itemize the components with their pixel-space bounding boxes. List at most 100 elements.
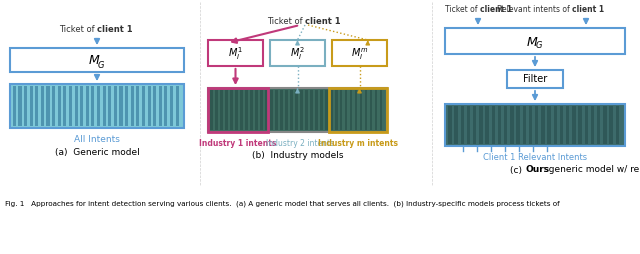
Bar <box>125 86 128 126</box>
Bar <box>374 90 378 130</box>
Bar <box>560 106 563 144</box>
Bar <box>47 86 49 126</box>
Bar <box>131 86 134 126</box>
Text: Industry m intents: Industry m intents <box>318 138 398 148</box>
Text: Ticket of: Ticket of <box>445 6 480 14</box>
Bar <box>153 86 156 126</box>
Bar <box>365 90 367 130</box>
Bar <box>566 106 570 144</box>
Text: Industry 1 intents: Industry 1 intents <box>199 138 276 148</box>
Bar <box>10 84 184 128</box>
Bar <box>315 90 317 130</box>
Bar <box>467 106 470 144</box>
Bar <box>609 106 613 144</box>
Text: Ticket of: Ticket of <box>59 25 97 35</box>
Bar <box>164 86 168 126</box>
Bar <box>230 90 233 130</box>
Text: client 1: client 1 <box>572 6 604 14</box>
Bar <box>325 90 328 130</box>
Bar <box>345 90 348 130</box>
Text: (c): (c) <box>510 166 525 174</box>
Bar <box>41 86 44 126</box>
Text: Fig. 1   Approaches for intent detection serving various clients.  (a) A generic: Fig. 1 Approaches for intent detection s… <box>5 201 559 207</box>
Bar <box>69 86 72 126</box>
Bar <box>516 106 520 144</box>
Text: client 1: client 1 <box>305 18 340 26</box>
Bar <box>591 106 595 144</box>
Bar <box>10 48 184 72</box>
Bar <box>504 106 508 144</box>
Bar <box>240 90 243 130</box>
Bar <box>597 106 600 144</box>
Bar <box>208 40 263 66</box>
Text: Client 1 Relevant Intents: Client 1 Relevant Intents <box>483 153 587 163</box>
Bar <box>454 106 458 144</box>
Bar <box>330 90 333 130</box>
Bar <box>114 86 117 126</box>
Bar <box>236 90 238 130</box>
Bar <box>498 106 501 144</box>
Text: $M$: $M$ <box>526 36 538 49</box>
Bar <box>19 86 22 126</box>
Bar <box>220 90 223 130</box>
Bar <box>80 86 83 126</box>
Bar <box>280 90 283 130</box>
Bar <box>250 90 253 130</box>
Bar <box>572 106 575 144</box>
Bar <box>604 106 607 144</box>
Text: $M$: $M$ <box>88 55 100 68</box>
Bar <box>473 106 476 144</box>
Bar <box>445 104 625 146</box>
Text: $M_I^2$: $M_I^2$ <box>290 46 305 62</box>
Bar <box>585 106 588 144</box>
Bar <box>29 86 33 126</box>
Bar <box>445 28 625 54</box>
Bar <box>290 90 292 130</box>
Text: client 1: client 1 <box>480 6 512 14</box>
Text: Ticket of: Ticket of <box>267 18 305 26</box>
Bar <box>216 90 218 130</box>
Bar <box>360 90 362 130</box>
Bar <box>208 88 268 132</box>
Bar <box>329 88 387 132</box>
Bar <box>245 90 248 130</box>
Text: All Intents: All Intents <box>74 135 120 144</box>
Bar <box>92 86 95 126</box>
Bar <box>255 90 258 130</box>
Bar <box>97 86 100 126</box>
Bar <box>369 90 372 130</box>
Bar <box>52 86 55 126</box>
Bar <box>108 86 111 126</box>
Bar <box>529 106 532 144</box>
Bar <box>355 90 357 130</box>
Bar <box>74 86 77 126</box>
Bar <box>579 106 582 144</box>
Bar <box>448 106 451 144</box>
Bar <box>300 90 303 130</box>
Text: $G$: $G$ <box>535 40 543 51</box>
Text: (b)  Industry models: (b) Industry models <box>252 151 343 161</box>
Bar <box>175 86 179 126</box>
Bar <box>35 86 38 126</box>
Bar <box>554 106 557 144</box>
Text: $M_I^m$: $M_I^m$ <box>351 46 368 62</box>
Bar <box>211 90 213 130</box>
Bar <box>170 86 173 126</box>
Bar <box>507 70 563 88</box>
Bar <box>349 90 353 130</box>
Bar <box>616 106 619 144</box>
Bar <box>86 86 89 126</box>
Bar <box>147 86 150 126</box>
Bar <box>120 86 122 126</box>
Text: client 1: client 1 <box>97 25 132 35</box>
Bar <box>335 90 337 130</box>
Bar <box>260 90 263 130</box>
Bar <box>320 90 323 130</box>
Bar <box>541 106 545 144</box>
Bar <box>479 106 483 144</box>
Bar <box>535 106 538 144</box>
Text: Industry 2 intents: Industry 2 intents <box>266 138 335 148</box>
Bar <box>265 90 268 130</box>
Bar <box>58 86 61 126</box>
Bar <box>340 90 342 130</box>
